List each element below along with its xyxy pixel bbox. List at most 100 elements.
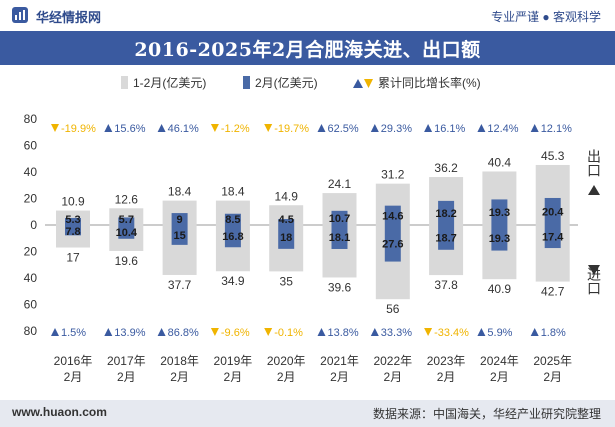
import-growth-up-icon [104,328,113,336]
legend-label-feb: 2月(亿美元) [255,76,318,90]
x-tick-label: 2018年 2月 [160,354,199,384]
import-growth-up-icon [370,328,379,336]
import-growth-label: 13.9% [114,327,145,339]
export-arrow-icon [588,185,600,195]
legend-item-feb: 2月(亿美元) [243,74,318,91]
footer: www.huaon.com 数据来源：中国海关，华经产业研究院整理 [0,400,615,427]
import-feb-label: 18.7 [435,232,456,244]
y-tick-label: 20 [24,245,38,259]
y-tick-label: 80 [24,112,38,126]
legend-growth-icon [353,78,373,88]
y-tick-label: 60 [24,298,38,312]
import-cum-label: 42.7 [541,285,565,299]
import-cum-label: 17 [66,251,80,265]
brand-logo-icon [12,7,28,23]
brand-name: 华经情报网 [36,10,102,25]
import-cum-label: 37.7 [168,278,192,292]
export-growth-label: -19.9% [61,123,96,135]
title-bar: 2016-2025年2月合肥海关进、出口额 [0,31,615,65]
export-feb-bar [331,210,348,225]
import-cum-bar [56,225,90,248]
import-feb-label: 18 [280,232,292,244]
import-growth-label: -0.1% [274,327,303,339]
import-growth-label: 33.3% [381,327,412,339]
export-feb-bar [224,213,241,225]
export-cum-label: 10.9 [61,195,85,209]
import-feb-bar [331,225,348,249]
import-cum-label: 35 [280,274,294,288]
y-tick-label: 40 [24,271,38,285]
export-growth-label: -19.7% [274,123,309,135]
import-cum-label: 39.6 [328,280,352,294]
export-feb-bar [118,217,135,225]
y-tick-label: 40 [24,165,38,179]
import-feb-bar [278,225,295,249]
side-label-export: 出口 [586,149,602,177]
legend-label-cum: 1-2月(亿美元) [133,76,207,90]
export-growth-up-icon [370,124,379,132]
import-feb-bar [65,225,81,236]
import-growth-label: 1.8% [541,327,566,339]
export-feb-label: 18.2 [435,208,456,220]
export-cum-label: 36.2 [434,161,458,175]
export-feb-label: 9 [177,214,183,226]
footer-source: 数据来源：中国海关，华经产业研究院整理 [372,407,601,421]
import-growth-label: 13.8% [328,327,359,339]
import-growth-up-icon [317,328,326,336]
export-feb-label: 14.6 [382,210,403,222]
export-growth-up-icon [317,124,326,132]
import-feb-label: 17.4 [542,232,564,244]
side-label-import: 进口 [586,267,602,295]
import-growth-down-icon [210,328,219,336]
legend: 1-2月(亿美元) 2月(亿美元) 累计同比增长率(%) [0,72,615,92]
export-feb-bar [438,200,455,225]
import-feb-bar [491,225,508,251]
x-tick-label: 2024年 2月 [480,354,519,384]
x-tick-label: 2020年 2月 [267,354,306,384]
y-tick-label: 20 [24,192,38,206]
export-growth-label: 62.5% [328,123,359,135]
import-cum-label: 19.6 [115,254,139,268]
export-growth-label: 46.1% [168,123,199,135]
x-tick-label: 2019年 2月 [214,354,253,384]
import-feb-label: 27.6 [382,238,403,250]
import-growth-down-icon [424,328,433,336]
import-feb-bar [438,225,455,250]
y-tick-label: 0 [30,218,37,232]
export-growth-label: 15.6% [114,123,145,135]
import-growth-label: 86.8% [168,327,199,339]
import-growth-label: -9.6% [221,327,250,339]
import-feb-label: 16.8 [222,231,243,243]
export-growth-up-icon [157,124,166,132]
export-feb-bar [278,219,295,225]
y-tick-label: 80 [24,324,38,338]
import-growth-up-icon [157,328,166,336]
import-cum-label: 56 [386,302,400,316]
export-cum-label: 14.9 [275,189,299,203]
export-feb-label: 5.7 [119,214,134,226]
import-feb-bar [384,225,401,262]
import-growth-label: -33.4% [434,327,469,339]
export-feb-bar [65,217,81,225]
import-growth-down-icon [264,328,273,336]
export-feb-bar [544,197,561,225]
import-growth-up-icon [477,328,486,336]
import-feb-label: 19.3 [489,233,510,245]
legend-swatch-cum [121,76,128,89]
export-feb-label: 10.7 [329,213,350,225]
export-cum-bar [269,205,304,225]
import-feb-label: 15 [173,230,185,242]
x-tick-label: 2021年 2月 [320,354,359,384]
export-feb-label: 4.5 [279,214,294,226]
import-growth-up-icon [530,328,539,336]
export-growth-up-icon [104,124,113,132]
export-growth-label: 16.1% [434,123,465,135]
tagline: 专业严谨 ● 客观科学 [491,10,601,24]
top-bar: 华经情报网 专业严谨 ● 客观科学 [0,0,615,30]
import-feb-bar [171,225,188,245]
export-feb-label: 19.3 [489,207,510,219]
export-growth-label: -1.2% [221,123,250,135]
export-growth-down-icon [210,124,219,132]
export-growth-up-icon [530,124,539,132]
import-feb-bar [544,225,561,249]
